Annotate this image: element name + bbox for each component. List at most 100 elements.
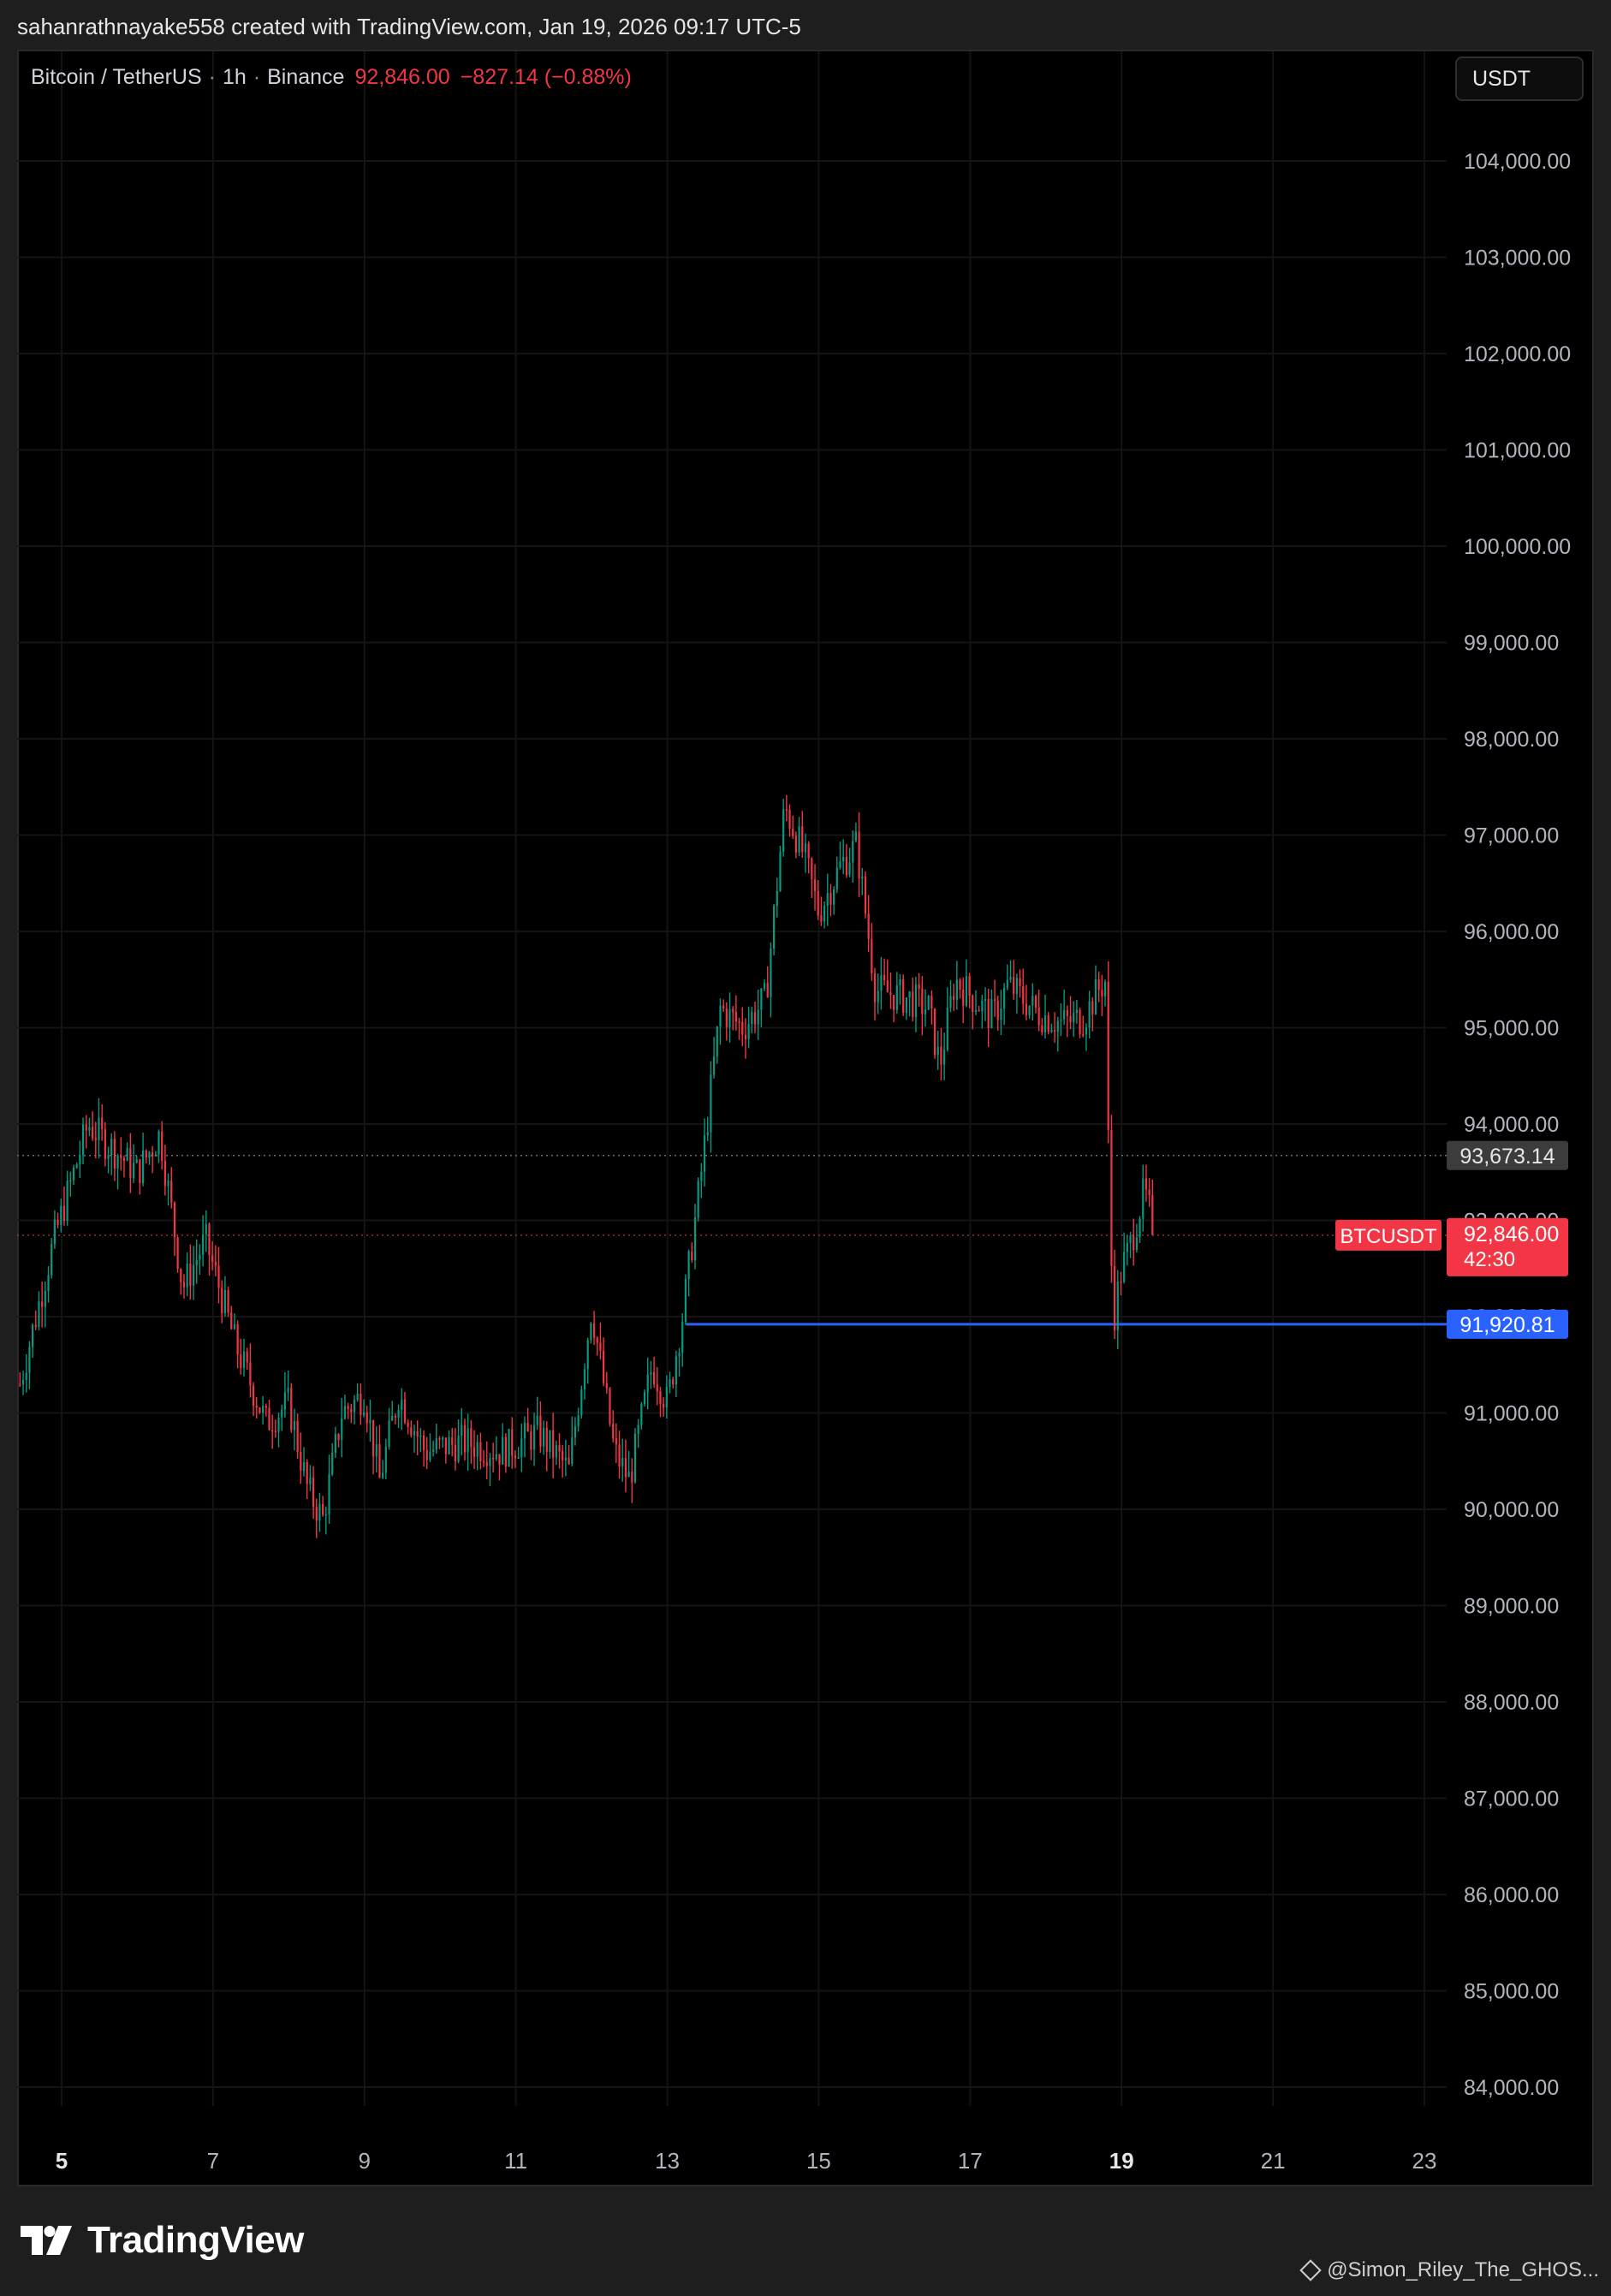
candle-body — [328, 1474, 330, 1514]
candle-body — [943, 1050, 946, 1065]
candle-body — [842, 856, 845, 862]
candle-body — [199, 1254, 201, 1260]
candle-body — [419, 1435, 422, 1437]
candle-body — [912, 991, 914, 1017]
candle-body — [129, 1148, 132, 1179]
candle-body — [728, 1008, 731, 1027]
candle-body — [34, 1324, 37, 1327]
candle-body — [763, 983, 766, 989]
price-axis-label: 97,000.00 — [1464, 824, 1559, 848]
tradingview-logo[interactable]: TradingView — [21, 2219, 304, 2262]
candle-body — [785, 809, 788, 811]
candle-body — [637, 1425, 639, 1434]
candle-body — [246, 1351, 248, 1363]
candle-body — [902, 978, 905, 1013]
candle-body — [1088, 1001, 1091, 1028]
candle-body — [703, 1135, 706, 1172]
candle-body — [388, 1420, 390, 1447]
candle-body — [829, 893, 832, 905]
candle-body — [347, 1406, 349, 1409]
candle-body — [489, 1458, 491, 1466]
candle-body — [62, 1205, 66, 1221]
candle-body — [217, 1265, 220, 1288]
candle-body — [369, 1419, 372, 1424]
candle-body — [318, 1503, 321, 1521]
candle-body — [1025, 1003, 1028, 1015]
candle-body — [337, 1434, 340, 1441]
candle-body — [1037, 1008, 1040, 1026]
candle-body — [94, 1138, 97, 1140]
candle-body — [182, 1282, 186, 1288]
candle-body — [631, 1472, 633, 1483]
candle-body — [236, 1323, 239, 1355]
exchange: Binance — [267, 65, 345, 89]
candle-body — [145, 1150, 147, 1158]
candle-body — [407, 1422, 409, 1428]
symbol-name[interactable]: Bitcoin / TetherUS — [31, 65, 202, 89]
candle-body — [482, 1460, 485, 1463]
candle-body — [697, 1181, 699, 1218]
candle-body — [422, 1435, 425, 1450]
candle-body — [612, 1424, 615, 1439]
candle-body — [120, 1155, 122, 1158]
candle-body — [372, 1419, 375, 1457]
candle-body — [113, 1139, 116, 1169]
currency-button[interactable]: USDT — [1455, 57, 1584, 101]
candle-body — [195, 1259, 198, 1265]
candle-body — [710, 1074, 712, 1133]
candle-body — [568, 1457, 570, 1465]
candle-body — [81, 1124, 85, 1156]
candle-body — [962, 990, 965, 1006]
candle-body — [514, 1455, 517, 1459]
candle-body — [1129, 1235, 1132, 1243]
candle-body — [28, 1347, 31, 1373]
candle-body — [334, 1434, 336, 1453]
candle-body — [302, 1461, 306, 1471]
candle-body — [41, 1301, 44, 1307]
candle-body — [1022, 985, 1025, 1004]
candle-body — [886, 980, 889, 993]
candle-body — [152, 1151, 154, 1157]
price-axis-label: 91,000.00 — [1464, 1402, 1559, 1426]
candle-body — [397, 1409, 400, 1418]
price-axis-label: 101,000.00 — [1464, 439, 1571, 463]
candle-body — [684, 1278, 687, 1323]
candle-body — [924, 1009, 927, 1014]
candle-body — [536, 1415, 538, 1425]
candle-body — [801, 826, 804, 853]
candle-body — [44, 1290, 46, 1307]
candle-body — [448, 1436, 450, 1454]
candle-body — [271, 1430, 274, 1431]
candle-body — [599, 1342, 602, 1351]
candle-body — [161, 1131, 163, 1161]
reference-price-tag-text: 93,673.14 — [1459, 1145, 1555, 1169]
candle-body — [520, 1438, 523, 1458]
candle-body — [116, 1155, 119, 1169]
candle-body — [331, 1452, 334, 1475]
candle-body — [306, 1461, 308, 1484]
price-axis-label: 87,000.00 — [1464, 1787, 1559, 1811]
candle-body — [770, 949, 772, 997]
candle-body — [413, 1431, 416, 1436]
candle-body — [262, 1406, 265, 1413]
candle-body — [672, 1379, 675, 1385]
candle-body — [927, 996, 930, 1010]
candle-body — [914, 984, 918, 1017]
candle-body — [751, 1012, 753, 1025]
candle-body — [826, 893, 829, 906]
legend-price: 92,846.00 — [354, 65, 450, 89]
candle-body — [242, 1351, 246, 1369]
candle-body — [60, 1205, 62, 1225]
interval[interactable]: 1h — [222, 65, 247, 89]
candle-body — [72, 1167, 75, 1181]
candle-body — [889, 992, 892, 996]
candle-body — [1043, 1015, 1047, 1033]
candle-body — [110, 1139, 113, 1156]
chart-pane[interactable] — [17, 50, 1594, 2186]
legend-change: −827.14 (−0.88%) — [460, 65, 632, 89]
horizontal-lines — [17, 1155, 1447, 1326]
candle-body — [201, 1234, 205, 1255]
candle-body — [580, 1389, 583, 1416]
candle-body — [366, 1412, 368, 1424]
